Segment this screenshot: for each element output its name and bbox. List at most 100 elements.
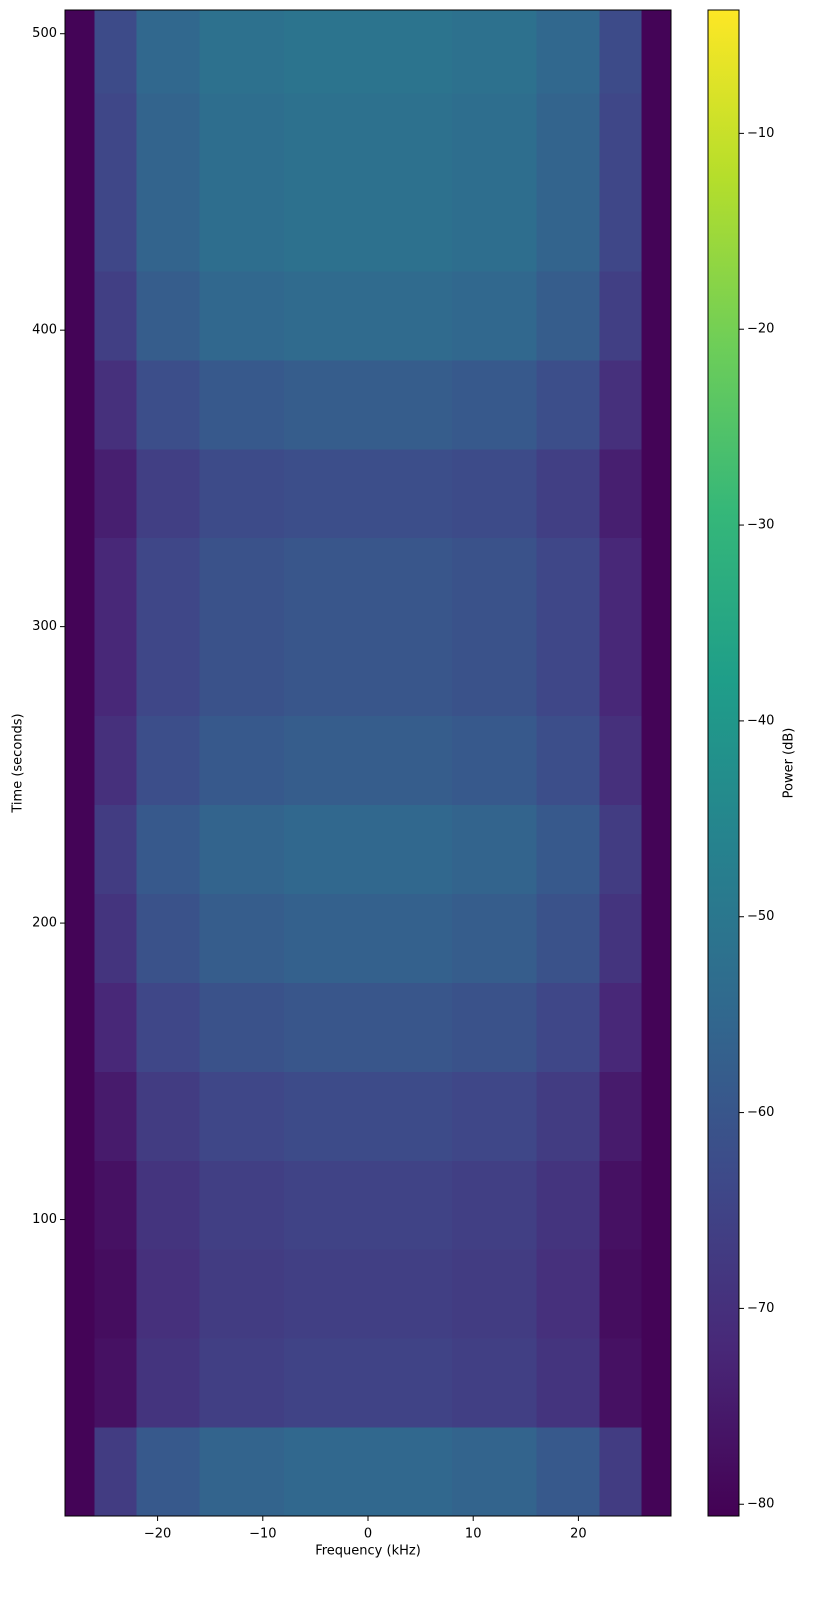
cell — [641, 1427, 672, 1517]
colorbar-tick-label: −60 — [747, 1105, 774, 1120]
cell — [136, 10, 201, 94]
cell — [599, 270, 643, 361]
cell — [536, 1160, 600, 1250]
cell — [536, 537, 600, 628]
cell — [283, 448, 453, 539]
x-tick-label: 20 — [570, 1527, 587, 1542]
cell — [199, 181, 285, 272]
cell — [599, 715, 643, 806]
cell — [283, 537, 453, 628]
cell — [452, 359, 537, 450]
cell — [65, 715, 95, 806]
cell — [199, 1249, 285, 1339]
cell — [599, 804, 643, 894]
cell — [283, 804, 453, 894]
cell — [452, 181, 537, 272]
cell — [94, 270, 138, 361]
cell — [599, 448, 643, 539]
cell — [641, 982, 672, 1072]
cell — [94, 893, 138, 983]
cell — [536, 359, 600, 450]
cell — [641, 10, 672, 94]
cell — [136, 1160, 201, 1250]
cell — [199, 1160, 285, 1250]
y-tick-label: 200 — [32, 916, 57, 931]
cell — [599, 1427, 643, 1517]
cell — [283, 1427, 453, 1517]
y-tick-label: 100 — [32, 1212, 57, 1227]
cell — [641, 1249, 672, 1339]
cell — [641, 1071, 672, 1161]
x-tick-label: −10 — [249, 1527, 276, 1542]
cell — [65, 448, 95, 539]
cell — [283, 982, 453, 1072]
cell — [452, 1071, 537, 1161]
cell — [452, 448, 537, 539]
cell — [136, 982, 201, 1072]
cell — [641, 626, 672, 717]
colorbar-tick-label: −80 — [747, 1497, 774, 1512]
x-tick-label: 10 — [465, 1527, 482, 1542]
cell — [94, 804, 138, 894]
cell — [536, 982, 600, 1072]
cell — [136, 1071, 201, 1161]
cell — [136, 93, 201, 183]
cell — [536, 93, 600, 183]
cell — [283, 181, 453, 272]
cell — [136, 359, 201, 450]
cell — [65, 181, 95, 272]
cell — [199, 804, 285, 894]
colorbar-tick-label: −20 — [747, 322, 774, 337]
cell — [599, 181, 643, 272]
cell — [136, 626, 201, 717]
cell — [65, 1160, 95, 1250]
cell — [199, 1338, 285, 1428]
cell — [94, 537, 138, 628]
cell — [199, 448, 285, 539]
spectrogram — [65, 10, 672, 1517]
cell — [536, 270, 600, 361]
cell — [199, 715, 285, 806]
cell — [94, 1071, 138, 1161]
cell — [641, 1338, 672, 1428]
cell — [599, 93, 643, 183]
cell — [641, 181, 672, 272]
cell — [136, 1249, 201, 1339]
cell — [641, 359, 672, 450]
cell — [136, 270, 201, 361]
cell — [283, 10, 453, 94]
cell — [536, 1338, 600, 1428]
cell — [199, 537, 285, 628]
cell — [283, 715, 453, 806]
cell — [136, 893, 201, 983]
colorbar-tick-label: −50 — [747, 909, 774, 924]
cell — [94, 359, 138, 450]
cell — [536, 804, 600, 894]
colorbar — [707, 9, 740, 1517]
cell — [94, 626, 138, 717]
cell — [536, 626, 600, 717]
cell — [199, 1071, 285, 1161]
cell — [94, 1249, 138, 1339]
cell — [199, 982, 285, 1072]
cell — [65, 1427, 95, 1517]
cell — [536, 181, 600, 272]
y-tick-label: 500 — [32, 26, 57, 41]
cell — [136, 537, 201, 628]
cell — [452, 93, 537, 183]
y-axis-label: Time (seconds) — [11, 713, 26, 813]
cell — [199, 626, 285, 717]
cell — [452, 893, 537, 983]
cell — [65, 359, 95, 450]
cell — [536, 1071, 600, 1161]
cell — [199, 10, 285, 94]
cell — [641, 804, 672, 894]
cell — [641, 1160, 672, 1250]
cell — [599, 982, 643, 1072]
cell — [452, 626, 537, 717]
cell — [136, 448, 201, 539]
colorbar-tick-label: −70 — [747, 1301, 774, 1316]
cell — [599, 626, 643, 717]
cell — [452, 1338, 537, 1428]
cell — [599, 1160, 643, 1250]
